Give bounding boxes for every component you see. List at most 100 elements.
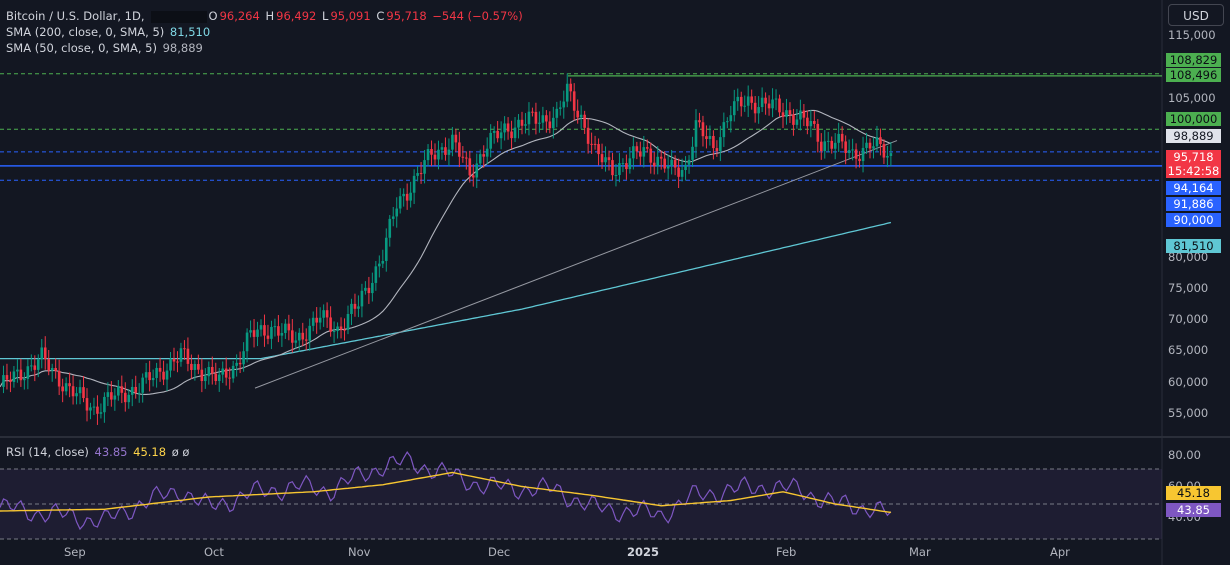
candle-body [485, 148, 489, 157]
candle-body [402, 193, 405, 197]
candle-body [238, 362, 242, 365]
candle-body [795, 119, 799, 125]
candle-body [57, 370, 61, 387]
candle-body [618, 163, 621, 175]
candle-body [701, 122, 705, 137]
currency-button[interactable]: USD [1168, 4, 1224, 26]
rsi-ma-price-tag: 45.18 [1166, 486, 1221, 500]
candle-body [732, 101, 736, 116]
candle-body [705, 136, 708, 139]
candle-body [548, 121, 552, 129]
candle-body [378, 263, 381, 267]
candle-body [722, 122, 726, 138]
candle-body [221, 368, 225, 375]
candle-body [120, 386, 124, 393]
candle-body [437, 149, 440, 160]
candle-body [9, 379, 12, 383]
candle-body [440, 147, 444, 150]
candle-body [391, 216, 395, 219]
candle-body [538, 122, 541, 124]
candle-body [865, 142, 868, 148]
candle-body [416, 173, 419, 176]
sma200-legend[interactable]: SMA (200, close, 0, SMA, 5) 81,510 [6, 24, 212, 40]
candle-body [353, 303, 357, 309]
candle-body [478, 154, 482, 164]
candle-body [499, 132, 503, 139]
candle-body [680, 170, 684, 177]
candle-body [565, 83, 569, 102]
candle-body [311, 317, 315, 326]
candle-body [364, 287, 367, 291]
candle-body [659, 156, 663, 159]
candle-body [130, 386, 134, 395]
candle-body [510, 131, 513, 139]
candle-body [757, 107, 760, 114]
candle-body [304, 339, 308, 341]
candle-body [103, 396, 106, 413]
sma50-price-tag: 98,889 [1166, 129, 1221, 143]
high-label: H [265, 9, 275, 23]
sma50-value: 98,889 [162, 41, 203, 55]
price-tag-level: 108,496 [1166, 68, 1221, 82]
candle-body [374, 266, 378, 283]
candle-body [235, 362, 238, 366]
candle-body [597, 144, 600, 155]
candle-body [632, 146, 635, 159]
time-axis-label: Mar [909, 545, 931, 559]
candle-body [656, 156, 660, 167]
candle-body [726, 121, 729, 123]
candle-body [96, 406, 99, 414]
candle-body [165, 370, 169, 380]
candle-body [301, 332, 305, 340]
candle-body [799, 110, 802, 120]
candle-body [652, 162, 656, 167]
candle-body [527, 111, 531, 125]
candle-body [496, 130, 499, 139]
candle-body [419, 173, 423, 175]
candle-body [155, 367, 158, 378]
candle-body [736, 96, 740, 102]
sma50-legend[interactable]: SMA (50, close, 0, SMA, 5) 98,889 [6, 40, 205, 56]
candle-body [649, 148, 653, 163]
candle-body [200, 369, 204, 382]
price-axis-label: 80,000 [1168, 250, 1209, 264]
candle-body [186, 348, 190, 364]
candle-body [36, 359, 40, 370]
candle-body [583, 114, 586, 128]
candle-body [506, 123, 510, 132]
candle-body [231, 365, 235, 379]
candle-body [346, 313, 350, 330]
candle-body [294, 340, 298, 343]
rsi-ma-line [0, 471, 891, 514]
candle-body [197, 364, 200, 370]
candle-body [5, 375, 9, 380]
candle-body [350, 303, 353, 314]
candle-body [287, 323, 291, 331]
candle-body [806, 117, 809, 127]
candle-body [371, 282, 374, 294]
candle-body [176, 361, 179, 363]
rsi-label: RSI (14, close) [6, 445, 89, 459]
candle-body [712, 135, 715, 149]
candle-body [454, 134, 458, 143]
candle-body [545, 115, 548, 122]
candle-body [284, 323, 287, 334]
candle-body [318, 317, 322, 323]
price-axis-label: 60,000 [1168, 375, 1209, 389]
candle-body [513, 127, 517, 139]
candle-body [872, 146, 875, 149]
candle-body [489, 132, 492, 149]
candle-body [217, 374, 221, 382]
candle-body [471, 175, 475, 178]
candle-body [357, 306, 360, 309]
candle-body [531, 111, 534, 113]
candle-body [270, 326, 273, 339]
rsi-legend[interactable]: RSI (14, close) 43.85 45.18 ø ø [6, 444, 191, 460]
candle-body [423, 160, 426, 174]
candle-body [482, 154, 486, 157]
change-value: −544 (−0.57%) [432, 9, 523, 23]
candle-body [826, 140, 830, 142]
time-axis-label: 2025 [627, 545, 660, 559]
sma200-price-tag: 81,510 [1166, 239, 1221, 253]
